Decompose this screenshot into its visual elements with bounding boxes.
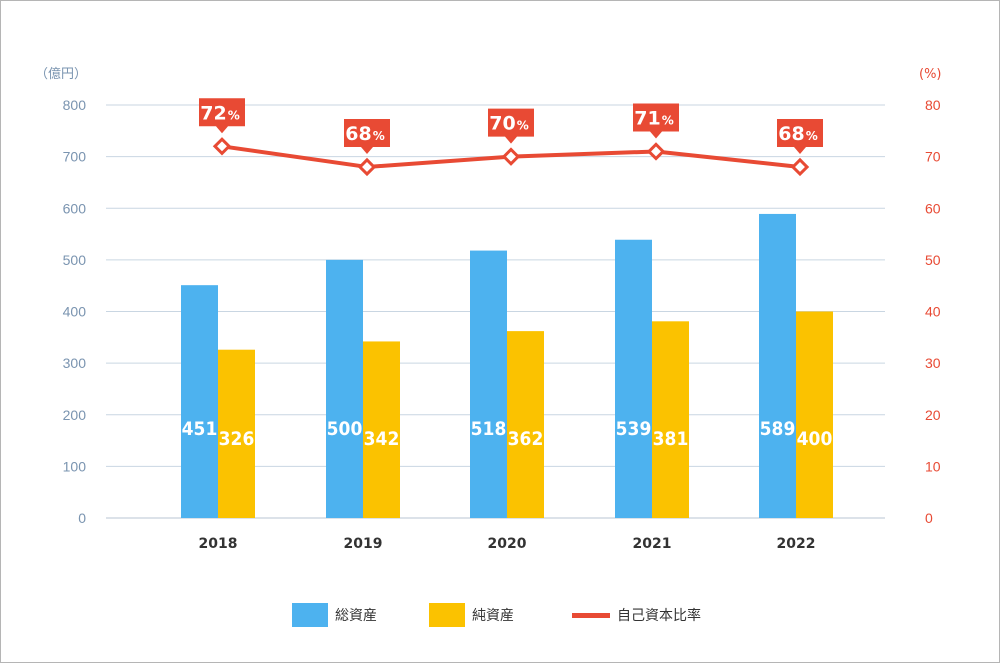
ratio-label: 68%	[345, 123, 384, 145]
legend-swatch	[292, 603, 328, 627]
ratio-callout	[199, 98, 245, 134]
legend: 総資産 純資産 自己資本比率	[292, 603, 701, 627]
bars: 451 326 500 342 518 362 539 381 589 400	[181, 213, 833, 518]
ratio-callout	[777, 118, 823, 154]
legend-swatch	[429, 603, 465, 627]
legend-line-swatch	[572, 613, 610, 618]
right-axis-tick-label: 0	[925, 510, 933, 526]
bar-net-assets	[796, 311, 833, 518]
right-axis-tick-label: 40	[925, 304, 941, 320]
left-axis-tick-label: 700	[63, 149, 87, 165]
left-axis-tick-label: 300	[63, 355, 87, 371]
ratio-marker	[212, 137, 232, 156]
left-axis-tick-label: 200	[63, 407, 87, 423]
legend-label: 純資産	[472, 608, 514, 624]
ratio-callout	[633, 103, 679, 139]
left-axis-unit: （億円）	[35, 66, 87, 82]
right-axis-tick-label: 70	[925, 149, 941, 165]
x-axis-tick-label: 2019	[344, 536, 383, 552]
right-axis-tick-label: 30	[925, 355, 941, 371]
bar-net-assets	[363, 341, 400, 518]
left-axis-tick-label: 100	[63, 458, 87, 474]
ratio-label: 71%	[634, 107, 673, 129]
bar-label-net-assets: 381	[653, 428, 689, 450]
bar-label-total-assets: 539	[616, 418, 652, 440]
right-axis-tick-label: 50	[925, 252, 941, 268]
x-axis-tick-label: 2021	[633, 536, 672, 552]
bar-net-assets	[218, 349, 255, 518]
legend-label: 自己資本比率	[617, 607, 701, 624]
left-axis-tick-label: 800	[63, 97, 87, 113]
bar-label-net-assets: 362	[508, 428, 544, 450]
bar-total-assets	[470, 250, 507, 518]
ratio-marker	[790, 157, 810, 177]
x-axis-tick-label: 2020	[488, 536, 527, 552]
right-axis-tick-label: 10	[925, 458, 941, 474]
ratio-callout	[488, 108, 534, 144]
bar-total-assets	[326, 259, 363, 518]
ratio-label: 70%	[489, 113, 528, 135]
bar-total-assets	[615, 239, 652, 518]
right-axis-unit: (%)	[919, 67, 942, 82]
bar-label-net-assets: 400	[797, 428, 833, 450]
right-axis-tick-label: 20	[925, 407, 941, 423]
ratio-label: 68%	[778, 123, 817, 145]
left-axis-tick-label: 0	[78, 510, 86, 526]
bar-label-total-assets: 500	[327, 418, 363, 440]
ratio-line: 72% 68% 70% 71% 68%	[199, 98, 823, 177]
bar-label-net-assets: 326	[219, 428, 255, 450]
ratio-marker	[501, 147, 521, 166]
legend-label: 総資産	[335, 608, 377, 624]
left-axis-tick-label: 500	[63, 252, 87, 268]
ratio-callout	[344, 118, 390, 154]
bar-label-total-assets: 451	[182, 418, 218, 440]
bar-total-assets	[759, 213, 796, 518]
axes: （億円） (%) 0 100 200 300 400 500 600 700 800 0 10 20 3…	[35, 66, 942, 552]
x-axis-tick-label: 2018	[199, 536, 238, 552]
right-axis-tick-label: 80	[925, 97, 941, 113]
left-axis-tick-label: 400	[63, 304, 87, 320]
ratio-marker	[646, 142, 666, 161]
bar-label-total-assets: 589	[760, 418, 796, 440]
ratio-label: 72%	[200, 102, 239, 124]
bar-total-assets	[181, 285, 218, 518]
bar-net-assets	[652, 321, 689, 518]
left-axis-tick-label: 600	[63, 200, 87, 216]
bar-label-total-assets: 518	[471, 418, 507, 440]
ratio-marker	[357, 157, 377, 177]
right-axis-tick-label: 60	[925, 200, 941, 216]
bar-label-net-assets: 342	[364, 428, 400, 450]
x-axis-tick-label: 2022	[777, 536, 816, 552]
bar-net-assets	[507, 331, 544, 518]
